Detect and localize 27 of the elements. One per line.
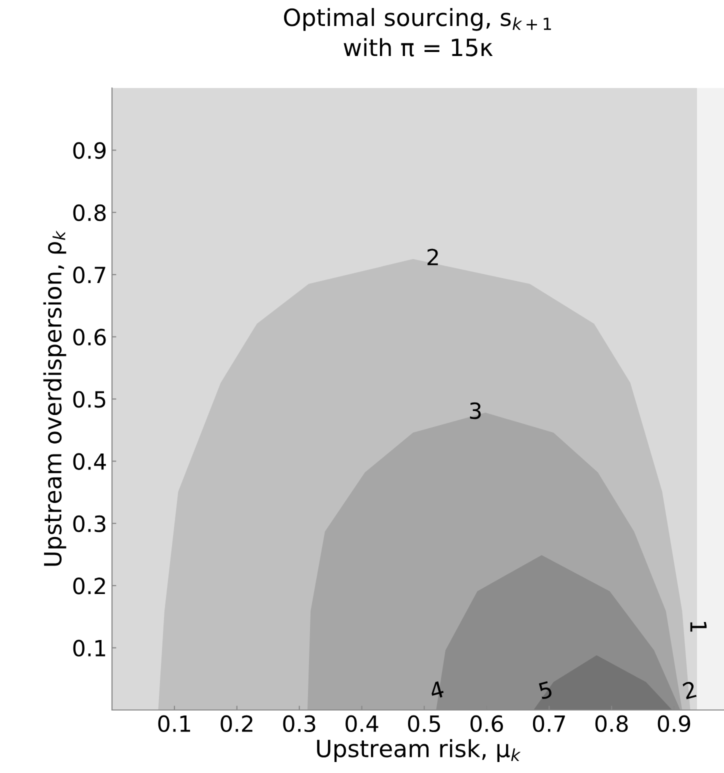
annotation: 1	[690, 622, 707, 632]
chart-title: Optimal sourcing, s$_{k+1}$ with π = 15κ	[284, 8, 551, 56]
x-tick-label: 0.1	[158, 715, 190, 732]
x-tick-label: 0.2	[220, 715, 252, 732]
y-tick-label: 0.9	[73, 142, 106, 159]
y-tick-label: 0.8	[73, 204, 106, 222]
annotation: 2	[682, 680, 697, 700]
annotation: 3	[470, 402, 481, 420]
x-tick-label: 0.3	[283, 715, 316, 732]
x-tick-label: 0.5	[408, 715, 440, 732]
y-tick-label: 0.2	[73, 578, 105, 594]
x-tick-label: 0.4	[346, 715, 378, 732]
x-axis-title: Upstream risk, μ$_{k}$	[317, 739, 521, 762]
annotation: 4	[428, 680, 445, 700]
y-tick-label: 0.7	[73, 266, 106, 284]
y-axis-title: Upstream overdispersion, ρ$_{k}$	[43, 230, 66, 566]
y-tick-label: 0.4	[73, 453, 106, 470]
x-tick-label: 0.7	[532, 715, 565, 732]
y-tick-label: 0.1	[73, 640, 106, 657]
annotation: 2	[428, 248, 438, 266]
y-tick-label: 0.5	[73, 390, 106, 408]
x-tick-label: 0.8	[595, 715, 628, 732]
x-tick-label: 0.9	[658, 715, 690, 732]
y-tick-label: 0.3	[73, 515, 106, 532]
annotation: 5	[538, 680, 553, 700]
y-tick-label: 0.6	[73, 328, 106, 346]
x-tick-label: 0.6	[470, 715, 503, 732]
